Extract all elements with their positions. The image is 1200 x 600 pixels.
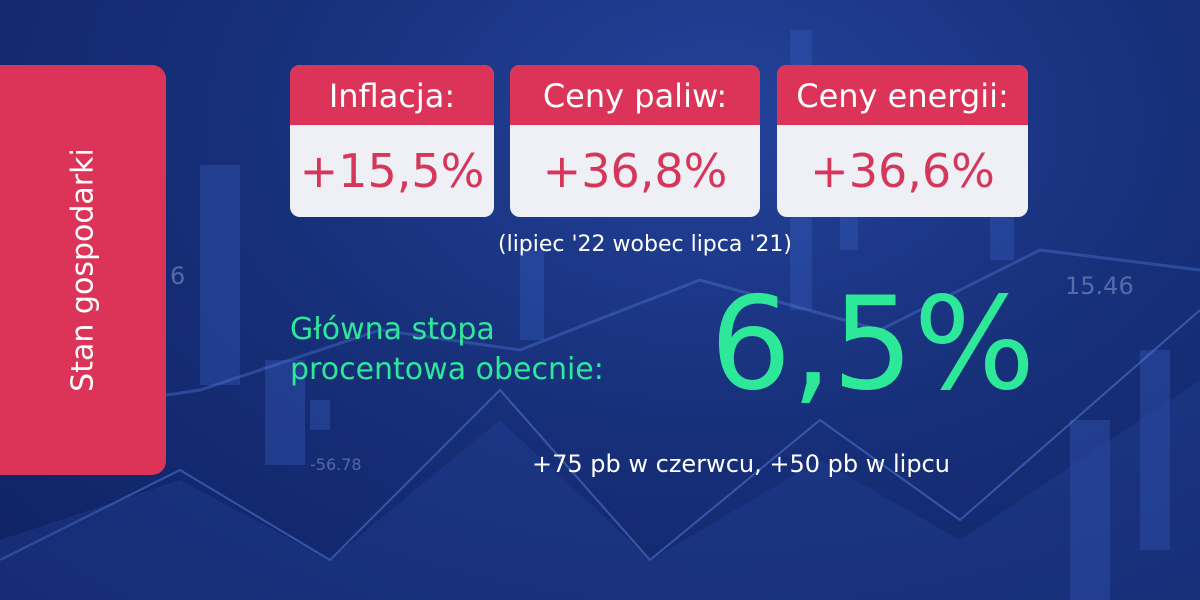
main-label: Główna stopa xyxy=(290,312,495,347)
main-label: procentowa obecnie: xyxy=(290,352,604,387)
card-value: +15,5% xyxy=(299,144,485,198)
background-label: 6 xyxy=(170,262,186,290)
card-label: Ceny paliw: xyxy=(510,65,760,125)
card-value: +36,6% xyxy=(810,144,995,198)
side-tab: Stan gospodarki xyxy=(0,65,166,475)
card-label: Ceny energii: xyxy=(777,65,1028,125)
main-value: 6,5% xyxy=(710,270,1036,419)
note: (lipiec '22 wobec lipca '21) xyxy=(498,232,792,257)
card: Ceny energii: +36,6% xyxy=(777,65,1028,217)
background-label: 15.46 xyxy=(1065,272,1134,300)
card: Ceny paliw: +36,8% xyxy=(510,65,760,217)
card: Inflacja: +15,5% xyxy=(290,65,494,217)
background-label: -56.78 xyxy=(310,455,362,474)
sub-note: +75 pb w czerwcu, +50 pb w lipcu xyxy=(532,450,950,478)
side-label: Stan gospodarki xyxy=(65,148,101,392)
card-label: Inflacja: xyxy=(290,65,494,125)
card-value: +36,8% xyxy=(542,144,728,198)
